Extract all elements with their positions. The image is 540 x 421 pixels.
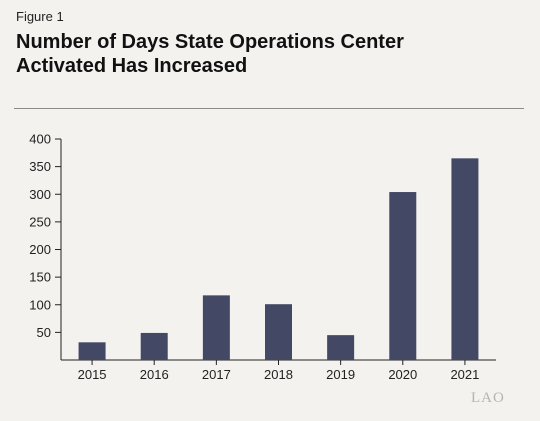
- bar-2017: [202, 295, 230, 360]
- chart-title-line-1: Number of Days State Operations Center: [16, 31, 404, 53]
- bar-2020: [389, 192, 417, 360]
- figure-label: Figure 1: [16, 9, 64, 24]
- y-tick-label: 100: [29, 297, 51, 312]
- chart-title: Number of Days State Operations Center A…: [16, 30, 516, 78]
- y-tick-label: 150: [29, 270, 51, 285]
- lao-logo: LAO: [471, 390, 505, 406]
- y-tick-label: 200: [29, 242, 51, 257]
- bar-2015: [78, 342, 106, 360]
- bar-2016: [140, 332, 168, 360]
- bar-2018: [265, 304, 292, 360]
- x-tick-label: 2019: [326, 367, 355, 382]
- x-tick-label: 2015: [78, 367, 107, 382]
- bar-2019: [327, 335, 355, 360]
- x-tick-label: 2018: [264, 367, 293, 382]
- x-tick-label: 2016: [140, 367, 169, 382]
- x-tick-label: 2017: [202, 367, 231, 382]
- title-divider: [14, 108, 524, 109]
- y-tick-label: 350: [29, 159, 51, 174]
- y-tick-label: 250: [29, 214, 51, 229]
- y-tick-label: 300: [29, 187, 51, 202]
- bar-2021: [451, 158, 479, 360]
- chart-title-line-2: Activated Has Increased: [16, 55, 248, 77]
- x-tick-label: 2021: [450, 367, 479, 382]
- y-tick-label: 50: [37, 325, 51, 340]
- y-tick-label: 400: [29, 132, 51, 147]
- x-tick-label: 2020: [388, 367, 417, 382]
